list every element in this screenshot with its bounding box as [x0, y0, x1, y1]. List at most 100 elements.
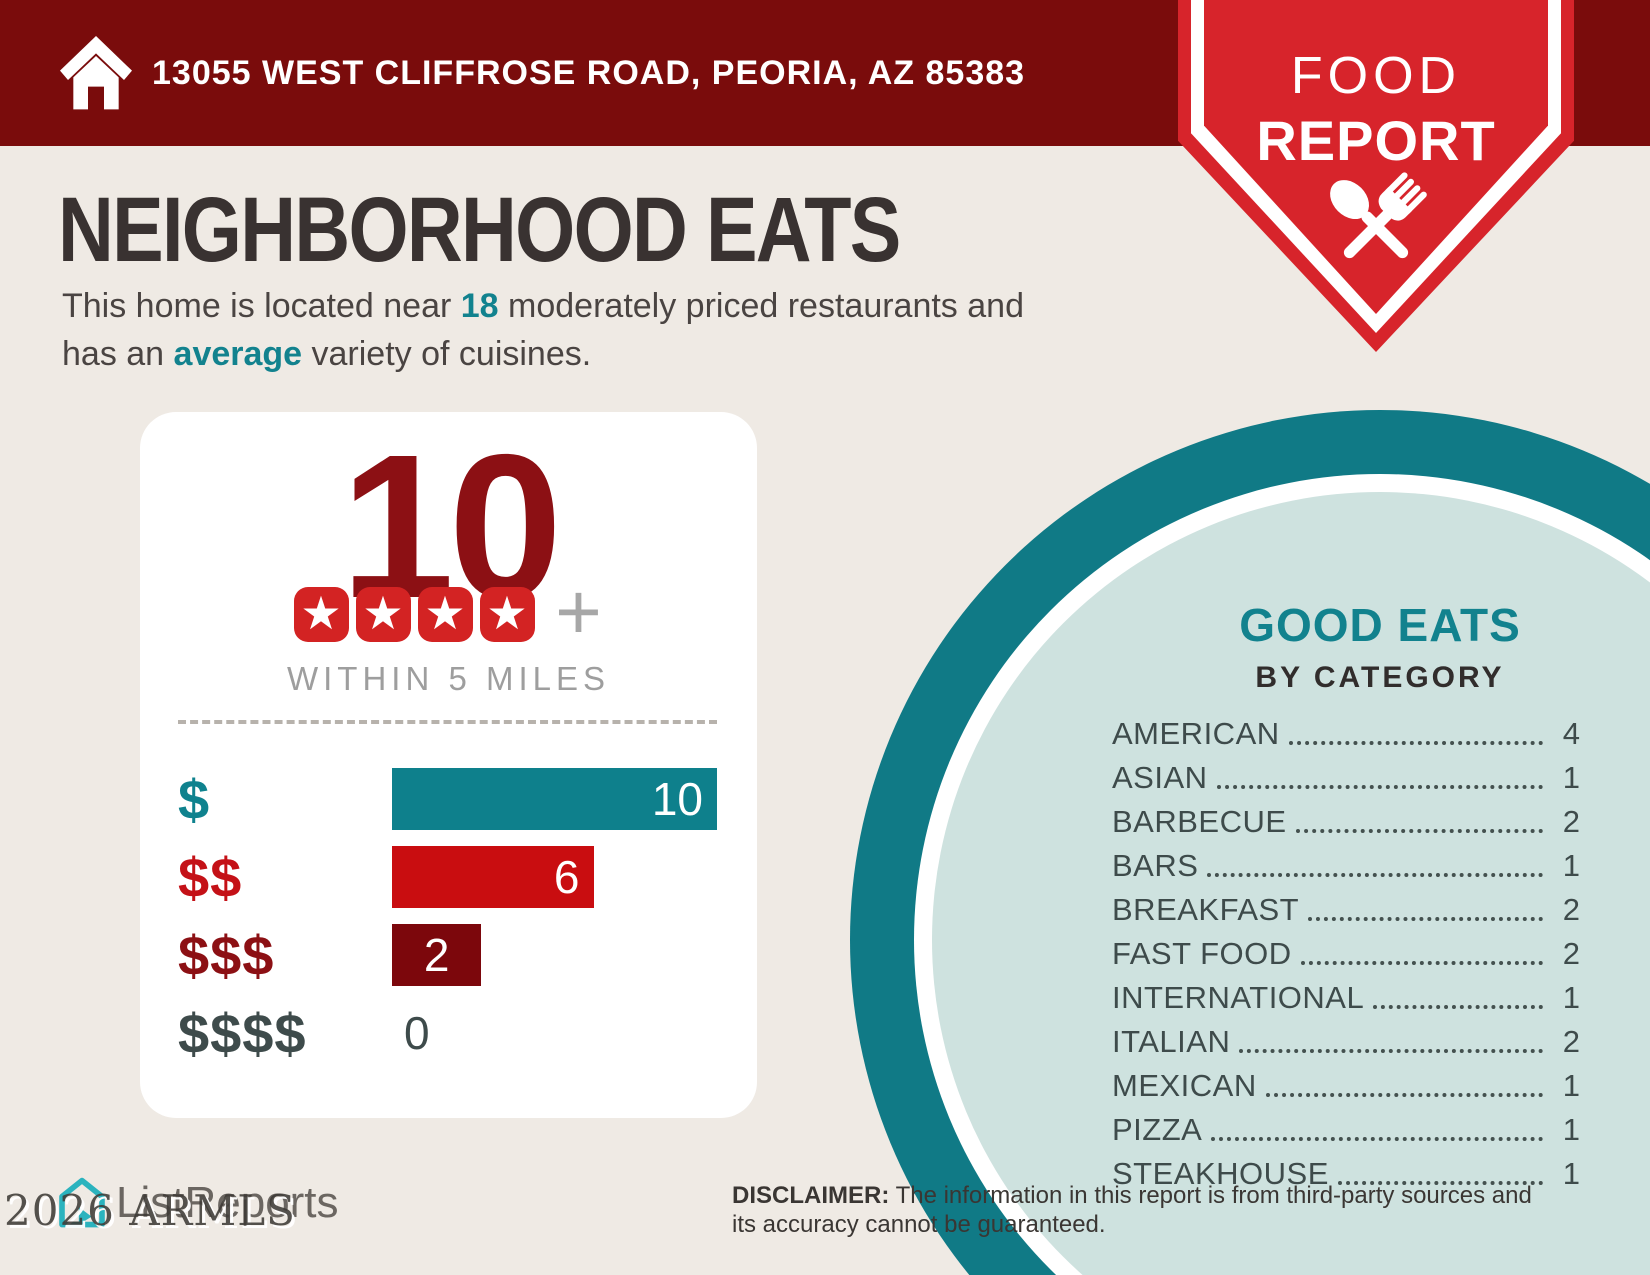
- radius-caption: WITHIN 5 MILES: [286, 660, 611, 697]
- star-icon: [417, 586, 473, 642]
- category-count: 2: [1562, 1024, 1580, 1059]
- bar-value: 6: [553, 851, 580, 903]
- dotted-leader: [1300, 961, 1543, 965]
- list-item: BARBECUE 2: [1112, 800, 1580, 844]
- badge-title-line1: FOOD: [1290, 47, 1462, 105]
- subtitle-text: has an: [62, 335, 174, 374]
- subtitle-text: This home is located near: [62, 287, 461, 325]
- subtitle-text: variety of cuisines.: [302, 335, 592, 374]
- category-count: 4: [1562, 716, 1580, 751]
- dotted-leader: [1239, 1049, 1543, 1053]
- good-eats-subtitle: BY CATEGORY: [1255, 661, 1505, 694]
- category-label: MEXICAN: [1112, 1068, 1257, 1103]
- list-item: BREAKFAST 2: [1112, 888, 1580, 932]
- dotted-leader: [1288, 741, 1543, 745]
- dotted-leader: [1308, 917, 1543, 921]
- listreports-logo: ListReports: [58, 1176, 339, 1230]
- bar-value: 10: [651, 773, 703, 825]
- list-item: ITALIAN 2: [1112, 1020, 1580, 1064]
- bar-fill: 6: [392, 846, 594, 908]
- bar-row-price-1: $ 10: [178, 760, 717, 838]
- category-label: BARBECUE: [1112, 804, 1287, 839]
- bar-fill: 0: [392, 1002, 430, 1064]
- list-item: AMERICAN 4: [1112, 712, 1580, 756]
- list-item: STEAKHOUSE 1: [1112, 1152, 1580, 1196]
- price-label: $$$$: [178, 1001, 307, 1065]
- star-icon: [479, 586, 535, 642]
- dotted-leader: [1295, 829, 1543, 833]
- bar-track: 2: [392, 924, 717, 986]
- restaurant-summary-card: 10 WITHIN 5 MILES $ 10 $$ 6: [140, 412, 757, 1118]
- bar-row-price-2: $$ 6: [178, 838, 717, 916]
- home-icon: [60, 36, 132, 110]
- category-label: PIZZA: [1112, 1112, 1203, 1147]
- dotted-leader: [1265, 1093, 1543, 1097]
- bar-value: 0: [404, 1007, 430, 1059]
- category-count: 1: [1562, 760, 1580, 795]
- bar-row-price-4: $$$$ 0: [178, 994, 717, 1072]
- property-address: 13055 WEST CLIFFROSE ROAD, PEORIA, AZ 85…: [152, 53, 1026, 92]
- bar-fill: 2: [392, 924, 482, 986]
- crossed-spoon-fork-icon: [1330, 172, 1427, 259]
- star-icon: [293, 586, 349, 642]
- category-label: ASIAN: [1112, 760, 1208, 795]
- category-label: BARS: [1112, 848, 1199, 883]
- bar-value: 2: [423, 929, 450, 981]
- bar-fill: 10: [392, 768, 717, 830]
- category-count: 2: [1562, 892, 1580, 927]
- category-count: 2: [1562, 936, 1580, 971]
- category-label: BREAKFAST: [1112, 892, 1300, 927]
- bar-track: 6: [392, 846, 717, 908]
- category-count: 1: [1562, 1112, 1580, 1147]
- category-label: ITALIAN: [1112, 1024, 1231, 1059]
- good-eats-header: GOOD EATS BY CATEGORY: [1155, 598, 1605, 695]
- price-label: $$$: [178, 923, 275, 987]
- category-label: STEAKHOUSE: [1112, 1156, 1329, 1191]
- star-rating: [140, 584, 757, 644]
- restaurant-count-highlight: 18: [460, 287, 499, 325]
- dotted-leader: [1373, 1005, 1543, 1009]
- listreports-logotype: ListReports: [116, 1178, 339, 1227]
- badge-content: FOOD REPORT: [1178, 0, 1574, 352]
- mls-watermark: 2026 ARMLS: [4, 1186, 296, 1235]
- price-label: $$: [178, 845, 243, 909]
- bar-row-price-3: $$$ 2: [178, 916, 717, 994]
- list-item: INTERNATIONAL 1: [1112, 976, 1580, 1020]
- bar-track: 0: [392, 1002, 717, 1064]
- category-count: 2: [1562, 804, 1580, 839]
- bar-track: 10: [392, 768, 717, 830]
- dotted-leader: [1211, 1137, 1543, 1141]
- category-label: AMERICAN: [1112, 716, 1280, 751]
- star-icon: [355, 586, 411, 642]
- list-item: FAST FOOD 2: [1112, 932, 1580, 976]
- price-label: $: [178, 767, 211, 831]
- dotted-leader: [1216, 785, 1543, 789]
- list-item: PIZZA 1: [1112, 1108, 1580, 1152]
- page-subtitle: This home is located near 18 moderately …: [62, 282, 1102, 379]
- category-count: 1: [1562, 1156, 1580, 1191]
- subtitle-text: moderately priced restaurants and: [498, 287, 1024, 325]
- good-eats-title: GOOD EATS: [1239, 599, 1521, 651]
- category-count: 1: [1562, 848, 1580, 883]
- listreports-house-icon: [59, 1177, 105, 1228]
- dotted-leader: [1207, 873, 1543, 877]
- category-label: INTERNATIONAL: [1112, 980, 1365, 1015]
- price-level-bar-chart: $ 10 $$ 6 $$$ 2 $$$$ 0: [178, 760, 717, 1072]
- good-eats-category-list: AMERICAN 4 ASIAN 1 BARBECUE 2 BARS 1 BREAKFA…: [1112, 712, 1580, 1196]
- page-title: NEIGHBORHOOD EATS: [58, 179, 901, 281]
- dotted-leader: [1337, 1181, 1543, 1185]
- list-item: MEXICAN 1: [1112, 1064, 1580, 1108]
- disclaimer-label: DISCLAIMER:: [732, 1182, 890, 1209]
- list-item: ASIAN 1: [1112, 756, 1580, 800]
- disclaimer-text: The information in this report is from t…: [732, 1182, 1532, 1238]
- list-item: BARS 1: [1112, 844, 1580, 888]
- dashed-divider: [178, 720, 717, 724]
- category-count: 1: [1562, 980, 1580, 1015]
- plus-icon: [554, 584, 604, 644]
- disclaimer: DISCLAIMER: The information in this repo…: [732, 1182, 1532, 1240]
- badge-title-line2: REPORT: [1256, 109, 1496, 172]
- variety-highlight: average: [173, 335, 303, 374]
- category-label: FAST FOOD: [1112, 936, 1292, 971]
- category-count: 1: [1562, 1068, 1580, 1103]
